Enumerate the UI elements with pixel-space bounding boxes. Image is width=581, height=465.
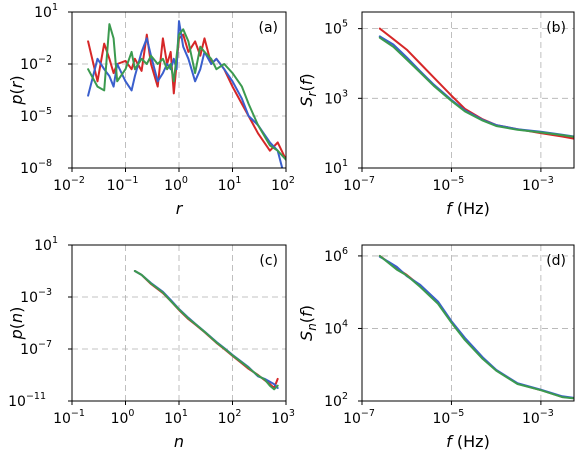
y-tick-label: 104 [324,318,348,337]
x-tick-label: 100 [164,175,188,194]
panel-c: 10−1 100 101 102 103 10−11 10−7 10−3 101 n p(n) (c) [7,235,295,451]
x-tick-label: 10−1 [53,408,85,427]
y-tick-label: 106 [324,246,348,265]
x-tick-label: 10−5 [433,408,465,427]
panel-label: (d) [546,253,566,269]
x-tick-label: 10−3 [522,175,554,194]
series-line-green [378,36,574,138]
y-tick-label: 103 [324,88,348,107]
panel-d: 10−7 10−5 10−3 102 104 106 f (Hz) Sn(f) (d) [297,244,575,451]
series-line-green [133,270,279,391]
x-tick-label: 102 [218,408,242,427]
x-tick-label: 103 [271,408,295,427]
x-tick-label: 102 [271,175,295,194]
y-tick-label: 10−11 [8,391,46,410]
x-tick-label: 10−7 [343,408,375,427]
plot-frame [361,244,575,402]
series-line-red [87,33,286,161]
x-tick-label: 10−7 [343,175,375,194]
y-tick-label: 10−7 [20,339,52,358]
x-tick-label: 101 [164,408,188,427]
series-line-red [378,27,574,140]
panel-a: 10−2 10−1 100 101 102 10−8 10−5 10−2 101 r p(r) (a) [7,2,295,218]
x-tick-label: 10−3 [522,408,554,427]
y-axis-label: Sn(f) [297,305,319,341]
panel-label: (a) [258,20,278,36]
y-tick-label: 101 [34,2,58,21]
x-axis-label: f (Hz) [446,432,490,451]
x-tick-label: 10−2 [53,175,85,194]
x-axis-label: r [176,199,184,218]
panel-label: (c) [259,253,278,269]
x-axis-label: n [174,432,184,451]
y-tick-label: 10−5 [20,106,52,125]
plot-frame [361,11,575,169]
x-tick-label: 10−5 [433,175,465,194]
y-axis-label: p(r) [7,75,26,105]
x-tick-label: 100 [111,408,135,427]
y-tick-label: 101 [324,158,348,177]
y-tick-label: 10−2 [20,54,52,73]
panel-b: 10−7 10−5 10−3 101 103 105 f (Hz) Sr(f) (b) [297,11,575,218]
y-axis-label: Sr(f) [297,73,319,106]
y-tick-label: 10−3 [20,287,52,306]
x-tick-label: 101 [218,175,242,194]
y-axis-label: p(n) [7,307,26,341]
series-line-green [378,254,574,400]
y-tick-label: 102 [324,391,348,410]
panel-label: (b) [546,20,566,36]
y-tick-label: 101 [34,235,58,254]
series-line-green [87,23,286,161]
y-tick-label: 105 [324,19,348,38]
x-axis-label: f (Hz) [446,199,490,218]
x-tick-label: 10−1 [107,175,139,194]
y-tick-label: 10−8 [20,158,52,177]
